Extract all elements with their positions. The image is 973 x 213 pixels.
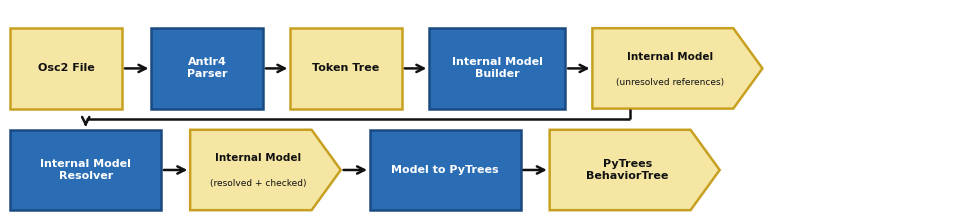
Bar (429, 28, 565, 109)
Text: Internal Model
Resolver: Internal Model Resolver (40, 159, 131, 181)
Bar (151, 28, 263, 109)
Text: Model to PyTrees: Model to PyTrees (391, 165, 499, 175)
Polygon shape (593, 28, 763, 109)
Polygon shape (550, 130, 720, 210)
Text: Internal Model
Builder: Internal Model Builder (451, 58, 543, 79)
Text: Internal Model: Internal Model (215, 153, 302, 163)
Bar (11, 28, 123, 109)
Bar (11, 130, 161, 210)
Text: Token Tree: Token Tree (312, 63, 379, 73)
Bar (290, 28, 402, 109)
Text: (resolved + checked): (resolved + checked) (210, 179, 306, 188)
Text: Osc2 File: Osc2 File (38, 63, 94, 73)
Polygon shape (190, 130, 341, 210)
Bar (370, 130, 521, 210)
Text: Antlr4
Parser: Antlr4 Parser (187, 58, 228, 79)
Text: PyTrees
BehaviorTree: PyTrees BehaviorTree (586, 159, 668, 181)
Text: (unresolved references): (unresolved references) (616, 78, 724, 87)
Text: Internal Model: Internal Model (627, 52, 713, 62)
